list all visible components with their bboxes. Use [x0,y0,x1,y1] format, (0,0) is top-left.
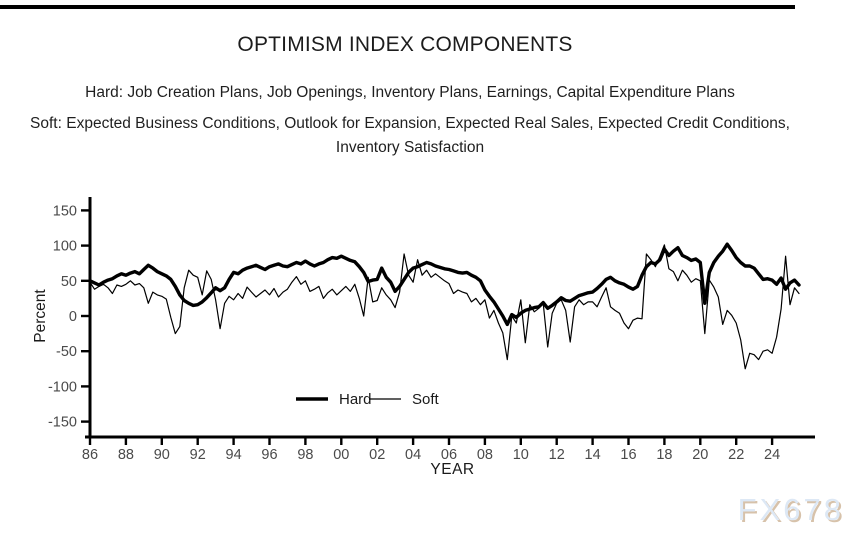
hard-series-line [88,242,801,327]
x-tick-label: 14 [585,447,601,463]
x-tick-label: 98 [297,447,313,463]
x-tick-label: 20 [692,447,708,463]
x-tick-label: 96 [261,447,277,463]
soft-series-line [89,244,800,370]
y-tick-label: 100 [53,239,77,255]
legend-hard-label: Hard [339,391,372,408]
hard-components-list: Job Creation Plans, Job Openings, Invent… [127,84,735,101]
x-tick-label: 88 [118,447,134,463]
y-tick-label: -50 [56,344,77,360]
x-tick-label: 00 [333,447,349,463]
y-tick-label: 150 [53,203,77,219]
x-tick-label: 08 [477,447,493,463]
y-tick-label: -100 [48,379,77,395]
page-title: OPTIMISM INDEX COMPONENTS [237,33,573,56]
watermark-fx678: FX678 [737,492,844,527]
soft-components-list: Expected Business Conditions, Outlook fo… [66,115,790,157]
x-tick-label: 22 [728,447,744,463]
x-tick-label: 86 [82,447,98,463]
x-tick-label: 10 [513,447,529,463]
x-tick-label: 02 [369,447,385,463]
x-tick-label: 90 [154,447,170,463]
y-tick-label: 50 [61,274,77,290]
y-tick-label: -150 [48,415,77,431]
legend-soft-label: Soft [412,391,440,408]
x-tick-label: 18 [656,447,672,463]
x-tick-label: 92 [190,447,206,463]
hard-components-label: Hard: [85,84,124,101]
hard-components-text: Hard: Job Creation Plans, Job Openings, … [20,81,800,105]
soft-components-label: Soft: [30,115,62,132]
x-axis-title: YEAR [430,461,475,478]
x-tick-label: 94 [226,447,242,463]
x-tick-label: 24 [764,447,780,463]
top-divider-rule [0,5,795,9]
y-tick-label: 0 [69,309,77,325]
x-tick-label: 12 [549,447,565,463]
x-tick-label: 04 [405,447,421,463]
x-tick-label: 16 [620,447,636,463]
soft-components-text: Soft: Expected Business Conditions, Outl… [20,112,800,160]
x-tick-label: 06 [441,447,457,463]
